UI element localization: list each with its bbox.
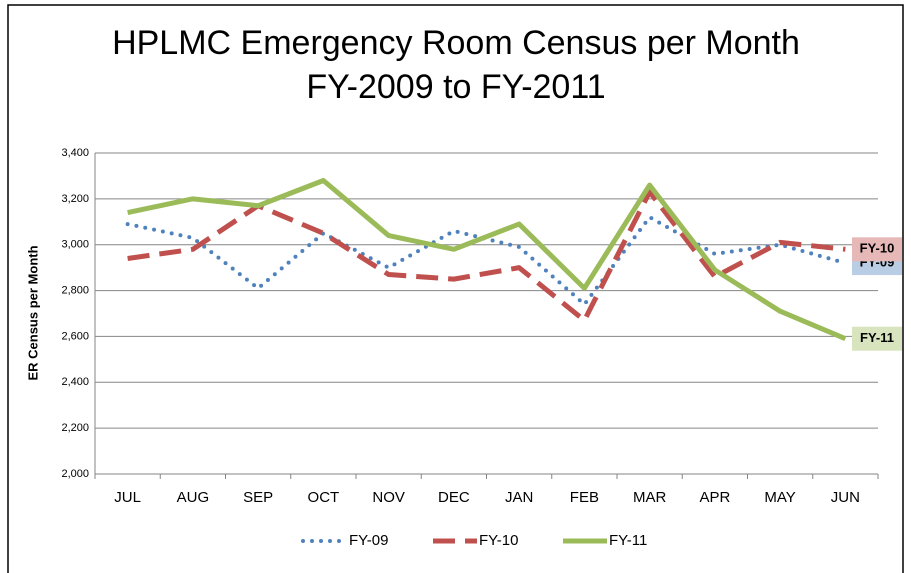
x-tick-label: AUG — [177, 489, 210, 506]
y-tick-label: 2,400 — [61, 376, 89, 388]
x-tick-label: SEP — [243, 489, 273, 506]
y-axis-label: ER Census per Month — [25, 245, 40, 380]
series-end-label-box — [852, 237, 902, 262]
y-tick-label: 3,000 — [61, 239, 89, 251]
x-tick-label: JUL — [114, 489, 141, 506]
legend-label: FY-10 — [479, 532, 518, 549]
chart-subtitle: FY-2009 to FY-2011 — [306, 68, 605, 106]
x-tick-label: APR — [699, 489, 730, 506]
legend-label: FY-09 — [349, 532, 388, 549]
x-tick-label: MAR — [633, 489, 667, 506]
chart-title: HPLMC Emergency Room Census per Month — [112, 24, 800, 62]
series-end-label-box — [852, 326, 902, 351]
x-tick-label: JUN — [831, 489, 860, 506]
x-tick-label: DEC — [438, 489, 470, 506]
legend-label: FY-11 — [609, 532, 647, 549]
x-tick-label: OCT — [308, 489, 340, 506]
y-tick-label: 2,200 — [61, 422, 89, 434]
series-end-label: FY-11 — [860, 330, 894, 345]
x-tick-label: NOV — [372, 489, 405, 506]
y-tick-label: 2,600 — [61, 330, 89, 342]
y-tick-label: 3,200 — [61, 193, 89, 205]
x-tick-label: MAY — [764, 489, 795, 506]
series-line — [127, 178, 847, 342]
y-tick-label: 2,800 — [61, 284, 89, 296]
series-line — [125, 215, 848, 307]
series-end-label: FY-10 — [860, 241, 895, 256]
frame — [7, 4, 904, 573]
y-tick-label: 2,000 — [61, 468, 89, 480]
x-tick-label: FEB — [570, 489, 599, 506]
x-tick-label: JAN — [505, 489, 533, 506]
y-tick-label: 3,400 — [61, 147, 89, 159]
series-line — [127, 189, 846, 323]
